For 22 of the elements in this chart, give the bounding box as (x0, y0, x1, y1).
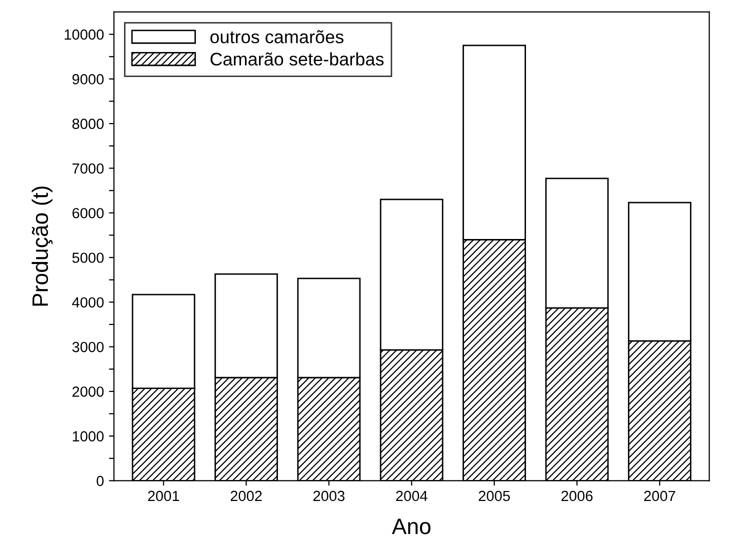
y-axis-title: Produção (t) (32, 186, 53, 306)
y-tick-label: 0 (96, 476, 104, 486)
x-tick-label: 2004 (396, 490, 428, 502)
y-tick-label: 4000 (72, 297, 104, 308)
y-tick-label: 2000 (72, 386, 104, 397)
legend-label: Camarão sete-barbas (210, 52, 384, 66)
x-tick-label: 2002 (230, 490, 262, 502)
y-tick-label: 7000 (72, 163, 104, 174)
legend-label: outros camarões (210, 30, 344, 44)
y-tick-label: 5000 (72, 252, 104, 263)
y-tick-label: 1000 (72, 431, 104, 442)
x-axis-title: Ano (392, 518, 430, 534)
x-tick-label: 2003 (313, 490, 344, 502)
y-tick-label: 8000 (72, 118, 104, 130)
x-tick-label: 2007 (644, 490, 676, 502)
x-tick-label: 2006 (561, 490, 593, 502)
x-tick-label: 2001 (148, 490, 180, 502)
y-tick-label: 3000 (72, 342, 104, 352)
y-tick-label: 6000 (72, 208, 104, 218)
y-tick-label: 9000 (72, 74, 104, 84)
y-tick-label: 10000 (64, 29, 104, 40)
x-tick-label: 2005 (478, 490, 510, 502)
